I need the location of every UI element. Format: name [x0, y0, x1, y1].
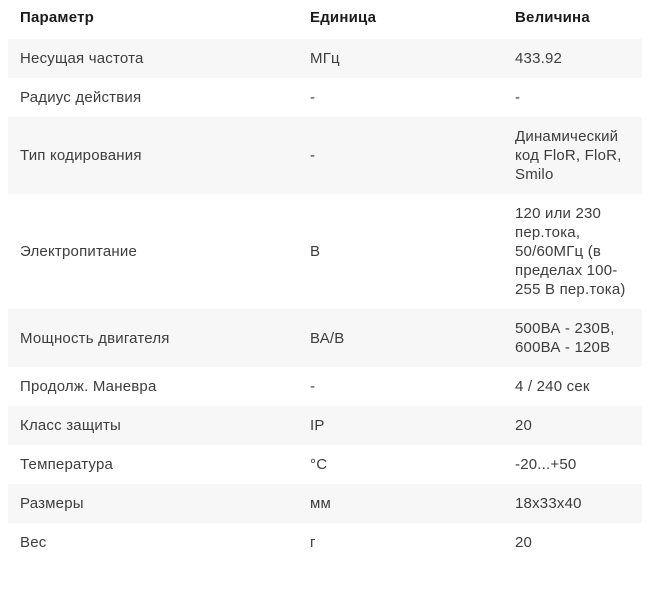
column-header-unit: Единица: [310, 9, 377, 26]
cell-unit: МГц: [298, 39, 503, 78]
header-row: Параметр Единица Величина: [8, 0, 642, 39]
cell-param: Размеры: [8, 484, 298, 523]
cell-value: 4 / 240 сек: [515, 378, 590, 395]
specs-table: Параметр Единица Величина Несущая частот…: [8, 0, 642, 562]
table-row: Несущая частота МГц 433.92: [8, 39, 642, 78]
cell-param: Продолж. Маневра: [20, 378, 157, 395]
cell-param: Мощность двигателя: [8, 309, 298, 367]
cell-value: -: [515, 89, 521, 106]
table-row: Мощность двигателя ВА/В 500ВА - 230В, 600В…: [8, 309, 642, 367]
cell-param: Радиус действия: [20, 89, 142, 106]
column-header-value: Величина: [515, 9, 590, 26]
cell-param: Тип кодирования: [8, 117, 298, 194]
cell-value: 120 или 230 пер.тока, 50/60МГц (в предел…: [515, 205, 626, 298]
cell-value: 18х33х40: [503, 484, 642, 523]
cell-param: Вес: [20, 534, 47, 551]
cell-unit: °С: [310, 456, 328, 473]
cell-unit: -: [310, 89, 316, 106]
cell-value: 500ВА - 230В, 600ВА - 120В: [503, 309, 642, 367]
cell-param: Электропитание: [20, 243, 138, 260]
table-row: Вес г 20: [8, 523, 642, 562]
cell-unit: г: [310, 534, 316, 551]
table-row: Тип кодирования - Динамический код FloR, F…: [8, 117, 642, 194]
specs-section: Параметр Единица Величина Несущая частот…: [8, 0, 642, 562]
cell-unit: ВА/В: [298, 309, 503, 367]
cell-unit: В: [310, 243, 321, 260]
cell-value: 433.92: [503, 39, 642, 78]
cell-unit: мм: [298, 484, 503, 523]
cell-unit: -: [298, 117, 503, 194]
table-row: Продолж. Маневра - 4 / 240 сек: [8, 367, 642, 406]
cell-unit: -: [310, 378, 316, 395]
column-header-parameter: Параметр: [20, 9, 94, 26]
table-row: Радиус действия - -: [8, 78, 642, 117]
table-row: Класс защиты IP 20: [8, 406, 642, 445]
cell-unit: IP: [298, 406, 503, 445]
cell-value: 20: [503, 406, 642, 445]
cell-param: Класс защиты: [8, 406, 298, 445]
table-row: Электропитание В 120 или 230 пер.тока, 50/…: [8, 194, 642, 309]
table-row: Температура °С -20...+50: [8, 445, 642, 484]
table-row: Размеры мм 18х33х40: [8, 484, 642, 523]
specs-table-body: Несущая частота МГц 433.92 Радиус действия -…: [8, 39, 642, 562]
specs-table-head: Параметр Единица Величина: [8, 0, 642, 39]
cell-value: Динамический код FloR, FloR, Smilo: [503, 117, 642, 194]
cell-value: 20: [515, 534, 533, 551]
cell-param: Несущая частота: [8, 39, 298, 78]
cell-param: Температура: [20, 456, 114, 473]
cell-value: -20...+50: [515, 456, 577, 473]
